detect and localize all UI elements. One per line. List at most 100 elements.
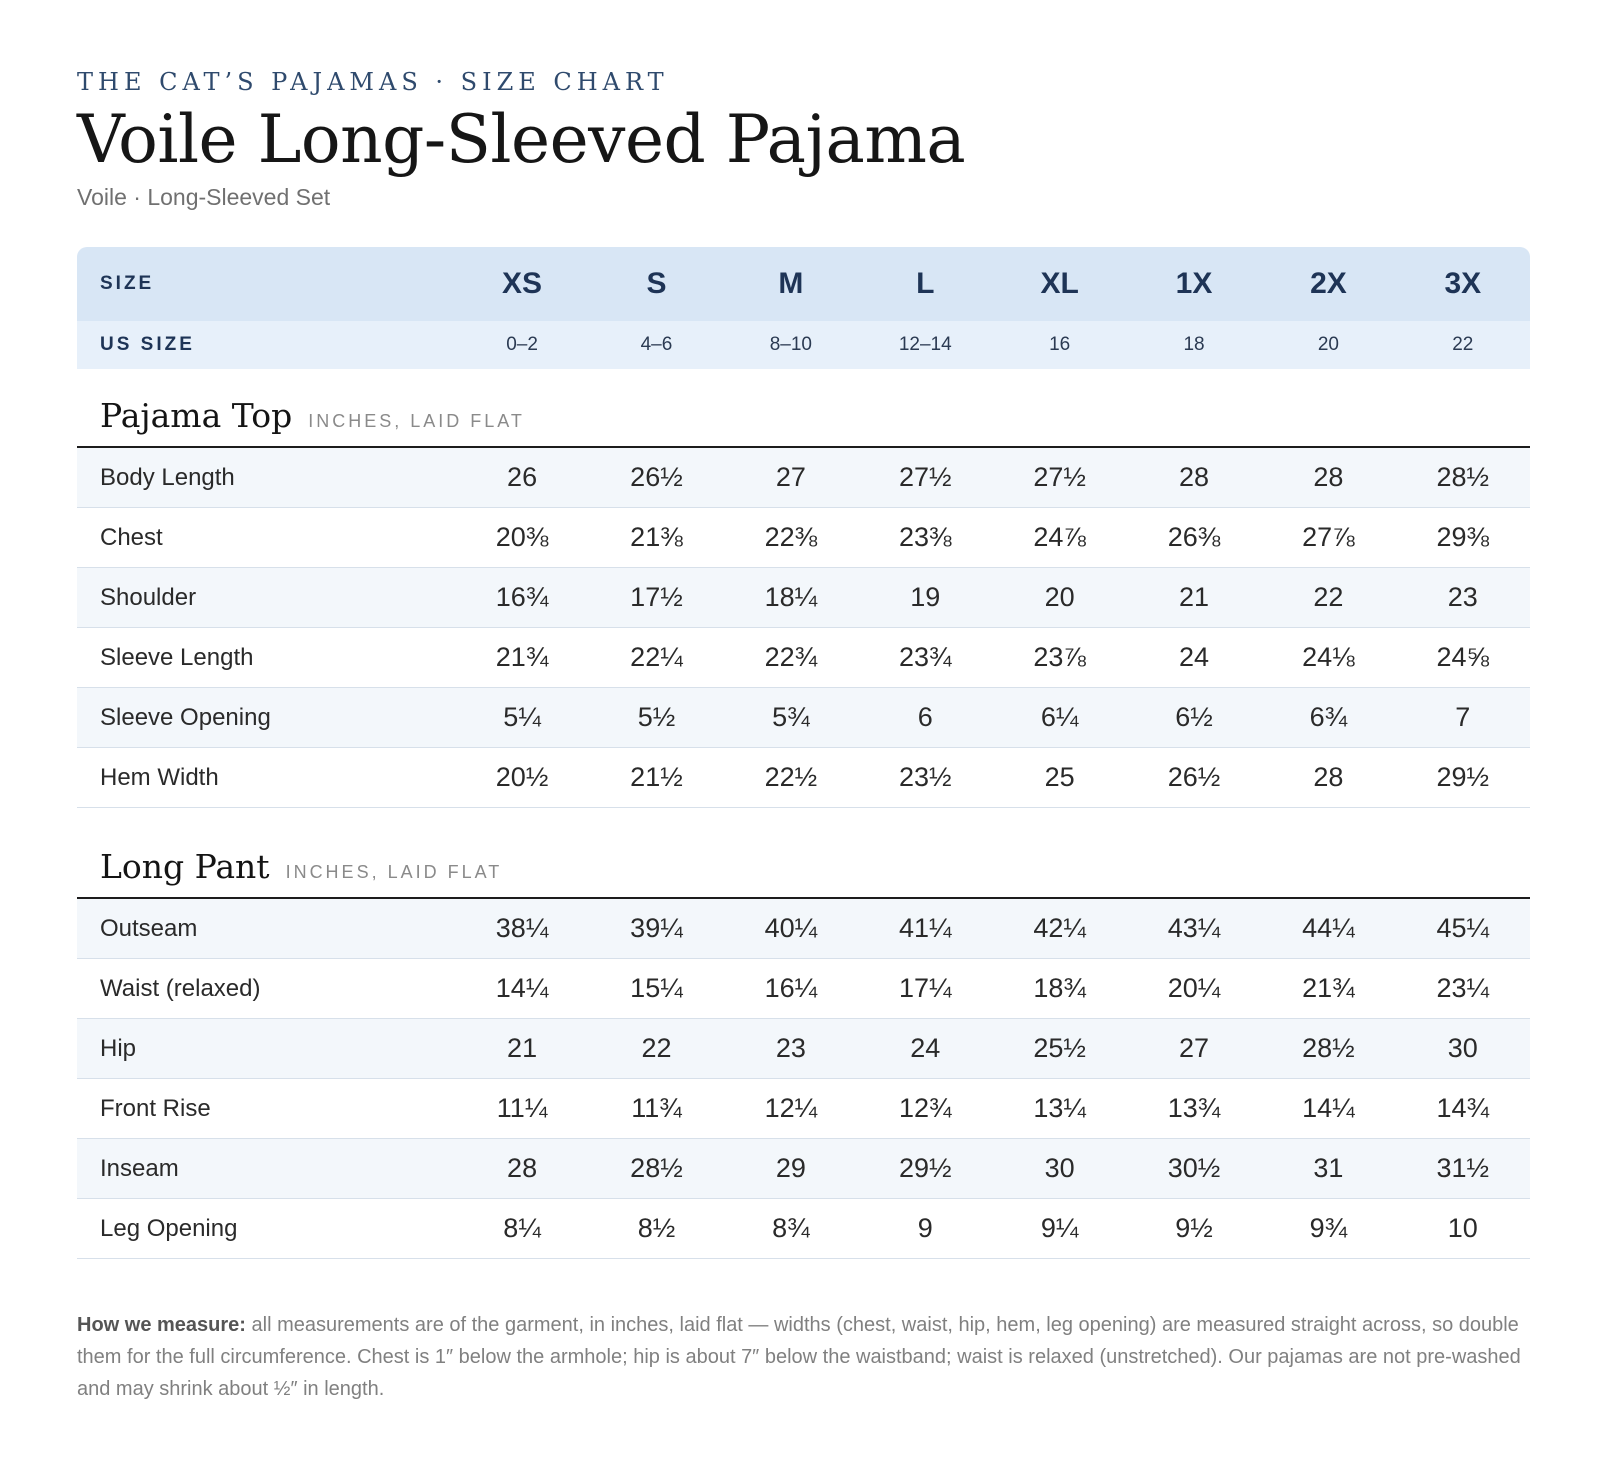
measurement-cell: 27½ [1033, 462, 1086, 492]
measurement-cell: 25 [1044, 762, 1075, 792]
measurement-cell: 21 [507, 1033, 538, 1063]
row-label: Outseam [100, 914, 198, 942]
measurement-cell: 14¼ [495, 973, 549, 1003]
measurement-cell: 28 [1313, 762, 1344, 792]
measurement-cell: 22 [1313, 582, 1344, 612]
row-label: Hem Width [100, 763, 219, 791]
measurement-cell: 5¼ [503, 702, 541, 732]
row-label: Sleeve Length [100, 643, 254, 671]
measurement-cell: 30 [1447, 1033, 1478, 1063]
size-cell: XS [502, 267, 543, 300]
us-size-label: US SIZE [100, 334, 195, 355]
table-row: Chest 20⅜ 21⅜ 22⅜ 23⅜ 24⅞ 26⅜ 27⅞ 29⅜ [77, 508, 1530, 568]
measurement-cell: 23½ [898, 762, 952, 792]
measurement-cell: 22¾ [764, 642, 818, 672]
measurement-cell: 21¾ [495, 642, 549, 672]
measurement-cell: 29½ [1436, 762, 1490, 792]
page-title: Voile Long-Sleeved Pajama [77, 101, 966, 178]
measurement-cell: 12¾ [898, 1093, 952, 1123]
size-header-row: SIZE XS S M L XL 1X 2X 3X [77, 247, 1530, 321]
measurement-cell: 7 [1455, 702, 1471, 732]
row-label: Inseam [100, 1154, 179, 1182]
measurement-cell: 26 [507, 462, 538, 492]
measurement-cell: 43¼ [1167, 913, 1221, 943]
table-row: Waist (relaxed) 14¼ 15¼ 16¼ 17¼ 18¾ 20¼ 21¾ 23¼ [77, 959, 1530, 1019]
note-lead: How we measure: [77, 1314, 246, 1336]
measurement-cell: 8½ [637, 1213, 676, 1243]
measurement-cell: 39¼ [630, 913, 683, 943]
measurement-cell: 21 [1179, 582, 1210, 612]
measurement-cell: 6½ [1175, 702, 1213, 732]
measurement-cell: 20⅜ [495, 522, 549, 552]
measurement-cell: 10 [1447, 1213, 1478, 1243]
table-row: Outseam 38¼ 39¼ 40¼ 41¼ 42¼ 43¼ 44¼ 45¼ [77, 899, 1530, 959]
measurement-cell: 24⅛ [1302, 642, 1355, 672]
measurement-cell: 8¼ [503, 1213, 541, 1243]
measurement-cell: 38¼ [495, 913, 549, 943]
measurement-cell: 13¾ [1167, 1093, 1221, 1123]
us-size-row: US SIZE 0–2 4–6 8–10 12–14 16 18 20 22 [77, 321, 1530, 369]
measurement-cell: 9½ [1175, 1213, 1213, 1243]
measurement-cell: 23 [1447, 582, 1478, 612]
measurement-cell: 16¾ [495, 582, 549, 612]
measurement-cell: 24 [1179, 642, 1210, 672]
size-cell: XL [1040, 267, 1079, 300]
pajama-top-table: Body Length 26 26½ 27 27½ 27½ 28 28 28½ Chest 20⅜ 2… [77, 448, 1530, 808]
measurement-cell: 24⅞ [1033, 522, 1086, 552]
measurement-cell: 22¼ [630, 642, 683, 672]
row-label: Leg Opening [100, 1214, 238, 1242]
measurement-cell: 44¼ [1302, 913, 1355, 943]
row-label: Body Length [100, 463, 235, 491]
measurement-cell: 27½ [898, 462, 952, 492]
size-cell: 3X [1444, 267, 1482, 300]
measurement-cell: 14¼ [1302, 1093, 1355, 1123]
measurement-cell: 6¼ [1040, 702, 1079, 732]
long-pant-table: Outseam 38¼ 39¼ 40¼ 41¼ 42¼ 43¼ 44¼ 45¼ Waist (re… [77, 899, 1530, 1259]
us-size-cell: 4–6 [640, 334, 673, 355]
measurement-cell: 9¾ [1309, 1213, 1348, 1243]
measurement-cell: 26½ [630, 462, 683, 492]
long-pant-unit: INCHES, LAID FLAT [285, 862, 503, 882]
table-row: Sleeve Opening 5¼ 5½ 5¾ 6 6¼ 6½ 6¾ 7 [77, 688, 1530, 748]
row-label: Shoulder [100, 583, 197, 611]
measurement-cell: 17½ [630, 582, 683, 612]
measurement-cell: 28 [1313, 462, 1344, 492]
measurement-cell: 29½ [898, 1153, 952, 1183]
measurement-cell: 8¾ [772, 1213, 810, 1243]
measurement-cell: 20½ [495, 762, 549, 792]
measurement-cell: 27⅞ [1302, 522, 1355, 552]
size-cell: 2X [1310, 267, 1347, 300]
measurement-cell: 22½ [764, 762, 818, 792]
measurement-cell: 28½ [1436, 462, 1490, 492]
table-row: Leg Opening 8¼ 8½ 8¾ 9 9¼ 9½ 9¾ 10 [77, 1199, 1530, 1259]
measurement-cell: 29 [775, 1153, 806, 1183]
pajama-top-section-header: Pajama Top INCHES, LAID FLAT [77, 396, 1530, 448]
measurement-cell: 6 [917, 702, 933, 732]
measurement-cell: 30½ [1167, 1153, 1221, 1183]
measurement-cell: 18¾ [1033, 973, 1086, 1003]
table-row: Shoulder 16¾ 17½ 18¼ 19 20 21 22 23 [77, 568, 1530, 628]
measurement-cell: 23¾ [898, 642, 952, 672]
measurement-cell: 28 [1179, 462, 1210, 492]
brand-line: THE CAT’S PAJAMAS · SIZE CHART [77, 68, 669, 96]
us-size-cell: 20 [1317, 334, 1339, 355]
table-row: Inseam 28 28½ 29 29½ 30 30½ 31 31½ [77, 1139, 1530, 1199]
measurement-cell: 22⅜ [764, 522, 818, 552]
size-cell: M [778, 267, 804, 300]
long-pant-title: Long Pant [100, 847, 270, 886]
table-row: Front Rise 11¼ 11¾ 12¼ 12¾ 13¼ 13¾ 14¼ 14¾ [77, 1079, 1530, 1139]
measurement-cell: 24 [910, 1033, 941, 1063]
table-row: Hem Width 20½ 21½ 22½ 23½ 25 26½ 28 29½ [77, 748, 1530, 808]
note-text: all measurements are of the garment, in … [77, 1314, 1521, 1400]
row-label: Front Rise [100, 1094, 211, 1122]
row-label: Chest [100, 523, 163, 551]
measurement-cell: 13¼ [1033, 1093, 1086, 1123]
measurement-cell: 45¼ [1436, 913, 1490, 943]
measurement-cell: 9¼ [1040, 1213, 1079, 1243]
table-row: Sleeve Length 21¾ 22¼ 22¾ 23¾ 23⅞ 24 24⅛ 24⅝ [77, 628, 1530, 688]
us-size-cell: 0–2 [506, 334, 538, 355]
row-label: Sleeve Opening [100, 703, 271, 731]
row-label: Hip [100, 1034, 137, 1062]
measurement-cell: 42¼ [1033, 913, 1086, 943]
measurement-cell: 5¾ [772, 702, 810, 732]
